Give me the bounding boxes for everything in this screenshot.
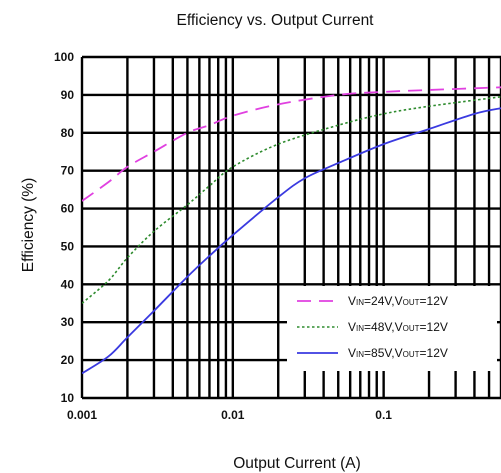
y-tick-label: 100 <box>54 50 74 64</box>
y-tick-label: 90 <box>61 88 75 102</box>
series-line-1 <box>82 86 501 202</box>
x-tick-labels: 0.001 0.01 0.1 <box>67 408 392 422</box>
x-tick-label: 0.1 <box>375 408 392 422</box>
x-tick-label: 0.01 <box>221 408 245 422</box>
y-tick-label: 20 <box>61 353 75 367</box>
y-tick-label: 40 <box>61 277 75 291</box>
y-tick-label: 30 <box>61 315 75 329</box>
y-tick-labels: 10 20 30 40 50 60 70 80 90 100 <box>54 50 74 405</box>
series-lines <box>82 86 501 375</box>
y-axis-label: Efficiency (%) <box>20 178 37 272</box>
y-tick-label: 80 <box>61 126 75 140</box>
series-line-3 <box>82 107 501 375</box>
legend-label-2: VIN=48V,VOUT=12V <box>348 320 448 334</box>
legend-label-3: VIN=85V,VOUT=12V <box>348 346 448 360</box>
y-tick-label: 50 <box>61 239 75 253</box>
x-tick-label: 0.001 <box>67 408 97 422</box>
y-tick-label: 60 <box>61 202 75 216</box>
x-axis-label: Output Current (A) <box>233 455 361 472</box>
y-tick-label: 10 <box>61 391 75 405</box>
legend-label-1: VIN=24V,VOUT=12V <box>348 294 448 308</box>
series-line-2 <box>82 95 501 304</box>
chart-title: Efficiency vs. Output Current <box>177 12 375 29</box>
legend: VIN=24V,VOUT=12V VIN=48V,VOUT=12V VIN=85V,… <box>287 286 497 371</box>
y-tick-label: 70 <box>61 164 75 178</box>
